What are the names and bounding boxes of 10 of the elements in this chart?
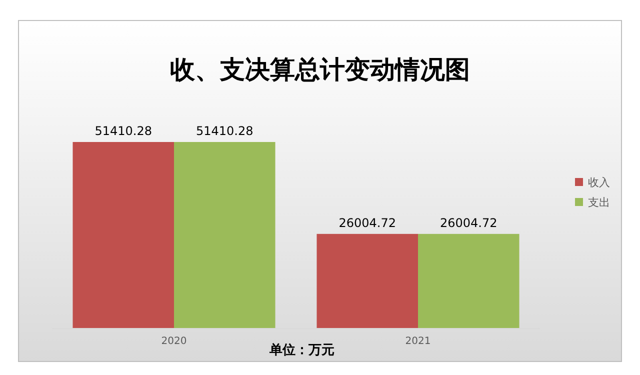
data-label: 51410.28 (196, 124, 254, 138)
x-tick-label: 2021 (405, 336, 431, 347)
chart-title: 收、支决算总计变动情况图 (170, 55, 470, 84)
legend-label: 支出 (588, 196, 610, 209)
data-label: 26004.72 (440, 216, 498, 230)
legend-label: 收入 (588, 176, 610, 189)
data-label: 51410.28 (94, 124, 152, 138)
text: 单位：万元 (268, 342, 334, 358)
x-tick-label: 2020 (161, 336, 187, 347)
data-label: 26004.72 (338, 216, 396, 230)
